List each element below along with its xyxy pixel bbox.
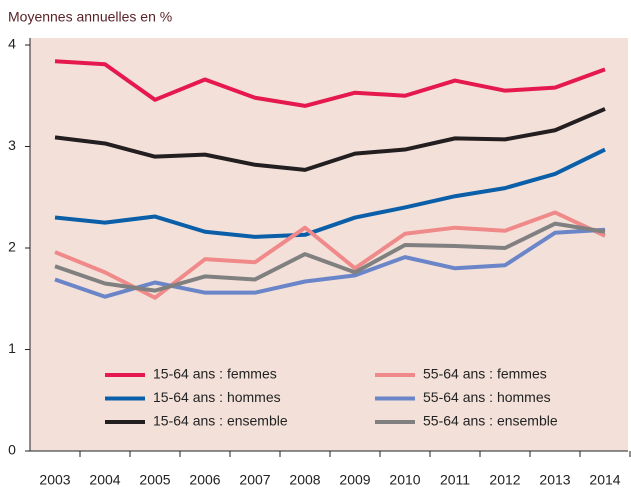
legend-label: 55-64 ans : femmes (423, 366, 547, 382)
y-tick-label: 1 (8, 340, 16, 356)
series-line (54, 221, 606, 293)
x-tick-label: 2003 (39, 472, 70, 488)
legend-label: 15-64 ans : hommes (153, 389, 281, 405)
series-line (54, 210, 606, 300)
series-line (54, 59, 606, 108)
x-tick-label: 2005 (139, 472, 170, 488)
x-tick-label: 2013 (539, 472, 570, 488)
y-tick-label: 2 (8, 239, 16, 255)
x-tick-label: 2004 (89, 472, 120, 488)
series-line (54, 227, 606, 299)
x-tick-label: 2008 (289, 472, 320, 488)
series-line (54, 107, 606, 172)
chart-title: Moyennes annuelles en % (8, 9, 172, 25)
legend-label: 55-64 ans : hommes (423, 389, 551, 405)
x-tick-label: 2014 (589, 472, 620, 488)
y-tick-label: 3 (8, 137, 16, 153)
x-tick-label: 2007 (239, 472, 270, 488)
x-tick-label: 2006 (189, 472, 220, 488)
legend-label: 15-64 ans : femmes (153, 366, 277, 382)
x-tick-label: 2010 (389, 472, 420, 488)
legend-label: 55-64 ans : ensemble (423, 413, 558, 429)
x-tick-label: 2009 (339, 472, 370, 488)
x-tick-label: 2012 (489, 472, 520, 488)
y-tick-label: 0 (8, 442, 16, 458)
series-line (54, 147, 606, 239)
y-tick-label: 4 (8, 36, 16, 52)
x-tick-label: 2011 (440, 472, 470, 488)
legend-label: 15-64 ans : ensemble (153, 413, 288, 429)
plot-background (30, 38, 628, 451)
